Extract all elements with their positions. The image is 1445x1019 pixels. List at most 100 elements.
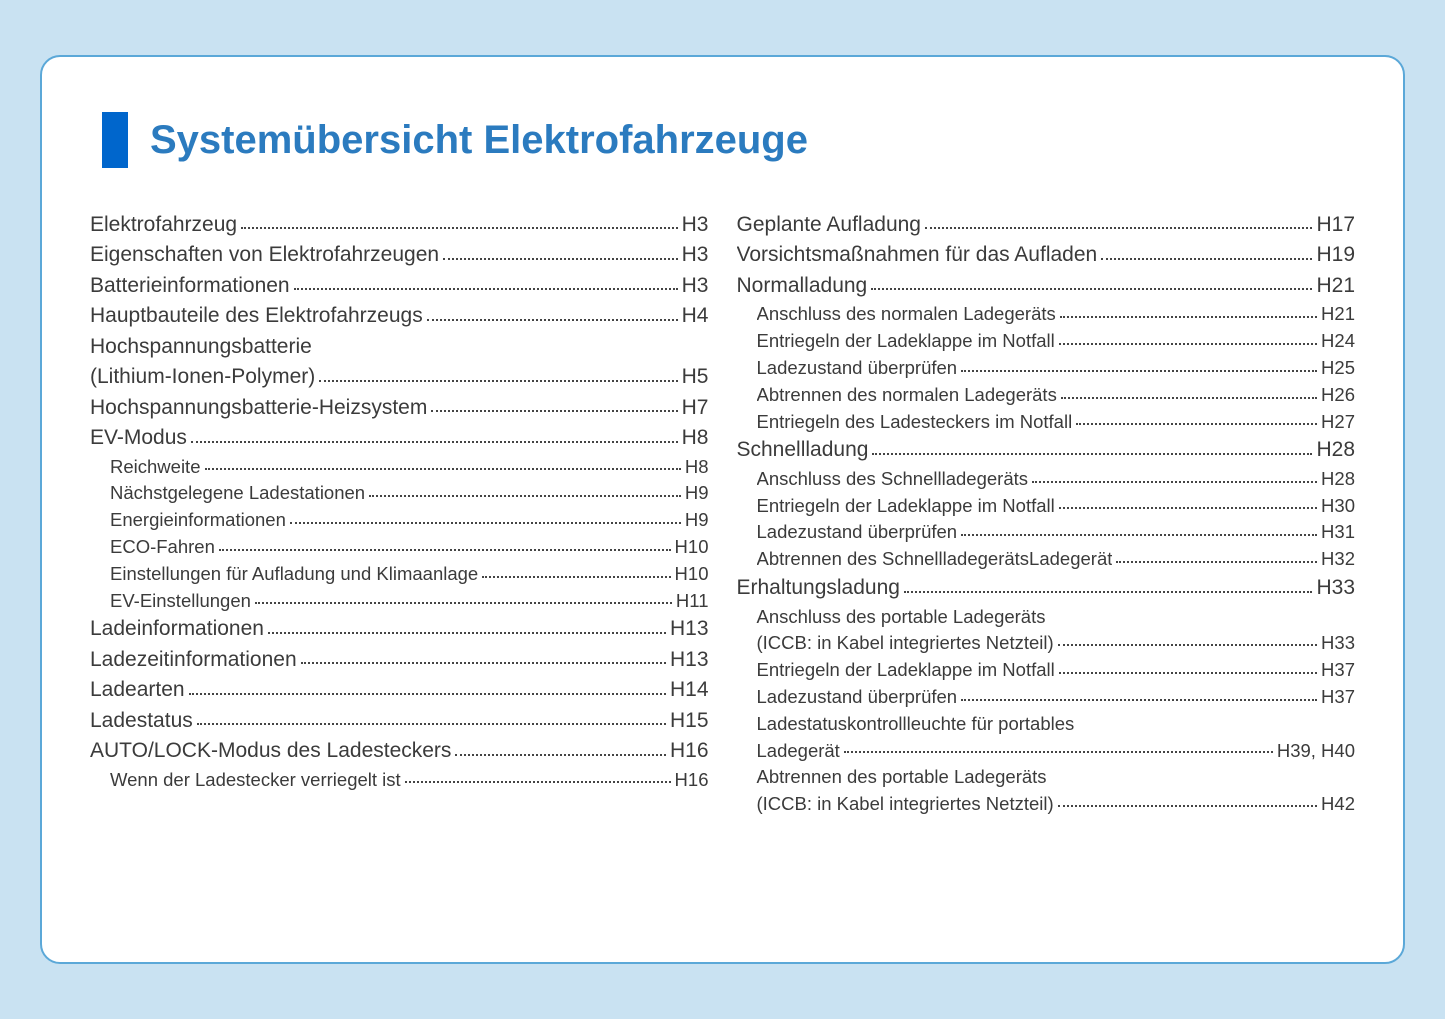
toc-leader-dots — [205, 468, 681, 470]
toc-leader-dots — [431, 410, 677, 412]
toc-entry-label: Geplante Aufladung — [737, 210, 922, 240]
toc-leader-dots — [904, 591, 1313, 593]
toc-leader-dots — [1058, 805, 1317, 807]
toc-entry: EnergieinformationenH9 — [90, 507, 709, 534]
toc-right-column: Geplante AufladungH17Vorsichtsmaßnahmen … — [737, 210, 1356, 818]
toc-leader-dots — [219, 549, 671, 551]
toc-entry-label: Entriegeln der Ladeklappe im Notfall — [757, 328, 1055, 355]
toc-entry-label: Nächstgelegene Ladestationen — [110, 480, 365, 507]
toc-entry-page: H9 — [685, 480, 709, 507]
toc-entry-page: H8 — [682, 423, 709, 453]
toc-leader-dots — [268, 632, 666, 634]
toc-entry-label: Anschluss des Schnellladegeräts — [757, 466, 1029, 493]
toc-entry: Nächstgelegene Ladestationen H9 — [90, 480, 709, 507]
toc-entry: Batterieinformationen H3 — [90, 271, 709, 301]
toc-entry-label-line1: Anschluss des portable Ladegeräts — [757, 604, 1356, 631]
toc-leader-dots — [319, 380, 677, 382]
toc-entry: Vorsichtsmaßnahmen für das AufladenH19 — [737, 240, 1356, 270]
toc-entry-label: Energieinformationen — [110, 507, 286, 534]
toc-entry: Hauptbauteile des Elektrofahrzeugs H4 — [90, 301, 709, 331]
toc-leader-dots — [844, 751, 1273, 753]
toc-entry-label-line2: (ICCB: in Kabel integriertes Netzteil) — [757, 630, 1054, 657]
toc-entry: AUTO/LOCK-Modus des LadesteckersH16 — [90, 736, 709, 766]
toc-entry-label-line1: Abtrennen des portable Ladegeräts — [757, 764, 1356, 791]
toc-leader-dots — [1060, 316, 1317, 318]
toc-entry-page: H3 — [682, 240, 709, 270]
toc-leader-dots — [961, 699, 1317, 701]
toc-leader-dots — [191, 441, 678, 443]
toc-leader-dots — [241, 227, 678, 229]
toc-leader-dots — [294, 288, 678, 290]
toc-entry-label: Abtrennen des normalen Ladegeräts — [757, 382, 1057, 409]
toc-entry-page: H10 — [675, 534, 709, 561]
toc-entry-label: Hochspannungsbatterie-Heizsystem — [90, 393, 427, 423]
toc-entry-page: H21 — [1316, 271, 1355, 301]
toc-entry: ReichweiteH8 — [90, 454, 709, 481]
toc-entry-label: Reichweite — [110, 454, 201, 481]
toc-entry: Entriegeln der Ladeklappe im NotfallH30 — [737, 493, 1356, 520]
toc-entry-label: ECO-Fahren — [110, 534, 215, 561]
toc-entry-label: EV-Einstellungen — [110, 588, 251, 615]
toc-entry: Eigenschaften von ElektrofahrzeugenH3 — [90, 240, 709, 270]
toc-entry-multiline: Hochspannungsbatterie(Lithium-Ionen-Poly… — [90, 332, 709, 393]
toc-leader-dots — [1101, 258, 1312, 260]
toc-entry: NormalladungH21 — [737, 271, 1356, 301]
toc-entry-page: H25 — [1321, 355, 1355, 382]
toc-entry-page: H4 — [682, 301, 709, 331]
toc-entry-page: H3 — [682, 271, 709, 301]
toc-entry: Wenn der Ladestecker verriegelt istH16 — [90, 767, 709, 794]
toc-entry-multiline: Anschluss des portable Ladegeräts(ICCB: … — [737, 604, 1356, 658]
toc-leader-dots — [290, 522, 681, 524]
toc-entry-page: H33 — [1316, 573, 1355, 603]
toc-entry-page: H7 — [682, 393, 709, 423]
toc-entry-label-line1: Ladestatuskontrollleuchte für portables — [757, 711, 1356, 738]
toc-entry-page: H21 — [1321, 301, 1355, 328]
toc-entry-page: H37 — [1321, 657, 1355, 684]
toc-entry: EV-Einstellungen H11 — [90, 588, 709, 615]
toc-leader-dots — [1076, 423, 1317, 425]
toc-entry-page: H28 — [1316, 435, 1355, 465]
toc-entry-label: EV-Modus — [90, 423, 187, 453]
toc-entry: ErhaltungsladungH33 — [737, 573, 1356, 603]
toc-entry-page: H13 — [670, 645, 709, 675]
toc-entry: Ladezeitinformationen H13 — [90, 645, 709, 675]
toc-entry-page: H24 — [1321, 328, 1355, 355]
toc-entry-page: H11 — [676, 588, 709, 615]
toc-entry-label-line2: Ladegerät — [757, 738, 840, 765]
toc-entry-page: H27 — [1321, 409, 1355, 436]
toc-leader-dots — [961, 534, 1317, 536]
toc-entry: Abtrennen des SchnellladegerätsLadegerät… — [737, 546, 1356, 573]
toc-entry-page: H26 — [1321, 382, 1355, 409]
toc-leader-dots — [455, 754, 666, 756]
toc-leader-dots — [405, 781, 671, 783]
toc-entry-page: H28 — [1321, 466, 1355, 493]
toc-entry-page: H31 — [1321, 519, 1355, 546]
toc-columns: ElektrofahrzeugH3Eigenschaften von Elekt… — [90, 210, 1355, 818]
toc-entry: Ladezustand überprüfenH31 — [737, 519, 1356, 546]
toc-entry-label: Ladeinformationen — [90, 614, 264, 644]
toc-leader-dots — [1058, 644, 1317, 646]
toc-entry: EV-Modus H8 — [90, 423, 709, 453]
toc-entry-page: H39, H40 — [1277, 738, 1355, 765]
toc-entry-label: Anschluss des normalen Ladegeräts — [757, 301, 1056, 328]
toc-entry-label: Entriegeln der Ladeklappe im Notfall — [757, 493, 1055, 520]
toc-entry: Entriegeln der Ladeklappe im Notfall H24 — [737, 328, 1356, 355]
toc-entry-line2: Ladegerät H39, H40 — [757, 738, 1356, 765]
toc-leader-dots — [369, 495, 681, 497]
toc-entry-label: Ladezustand überprüfen — [757, 355, 958, 382]
toc-entry: ECO-Fahren H10 — [90, 534, 709, 561]
toc-entry-label-line2: (ICCB: in Kabel integriertes Netzteil) — [757, 791, 1054, 818]
toc-leader-dots — [1032, 481, 1317, 483]
toc-entry-label: Ladezeitinformationen — [90, 645, 297, 675]
toc-entry-label: Batterieinformationen — [90, 271, 290, 301]
toc-entry: Abtrennen des normalen Ladegeräts H26 — [737, 382, 1356, 409]
toc-entry-line2: (ICCB: in Kabel integriertes Netzteil)H4… — [757, 791, 1356, 818]
toc-entry: Hochspannungsbatterie-Heizsystem H7 — [90, 393, 709, 423]
toc-entry-label-line2: (Lithium-Ionen-Polymer) — [90, 362, 315, 392]
toc-leader-dots — [1116, 561, 1317, 563]
toc-leader-dots — [427, 319, 678, 321]
toc-entry-label: Abtrennen des SchnellladegerätsLadegerät — [757, 546, 1113, 573]
toc-entry-label: Hauptbauteile des Elektrofahrzeugs — [90, 301, 423, 331]
toc-leader-dots — [197, 723, 666, 725]
toc-leader-dots — [925, 227, 1312, 229]
